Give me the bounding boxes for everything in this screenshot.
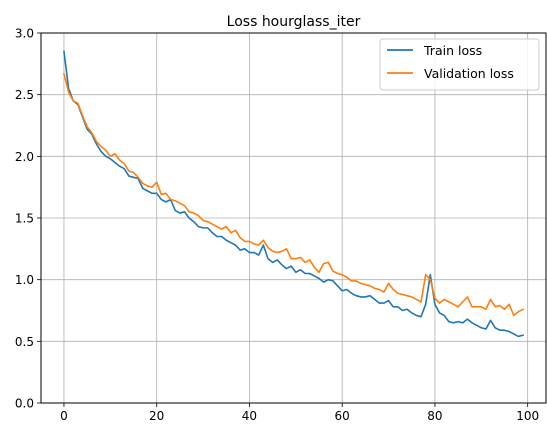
x-tick-label: 80 (427, 409, 442, 423)
y-tick-label: 0.0 (15, 397, 34, 411)
legend-box (379, 38, 540, 91)
x-tick-label: 0 (60, 409, 68, 423)
legend: Train loss Validation loss (379, 38, 540, 91)
y-tick-label: 1.5 (15, 212, 34, 226)
y-tick-label: 2.5 (15, 88, 34, 102)
chart-title: Loss hourglass_iter (227, 14, 361, 30)
plot-lines (62, 50, 525, 338)
x-tick-label: 40 (242, 409, 257, 423)
x-tick-label: 100 (516, 409, 539, 423)
x-axis: 0 20 40 60 80 100 (60, 403, 539, 423)
train-loss-line (63, 50, 525, 338)
y-tick-label: 2.0 (15, 150, 34, 164)
legend-label-validation: Validation loss (424, 66, 514, 81)
y-tick-label: 0.5 (15, 335, 34, 349)
y-tick-label: 1.0 (15, 273, 34, 287)
legend-label-train: Train loss (423, 43, 482, 58)
x-tick-label: 60 (335, 409, 350, 423)
validation-loss-line (62, 72, 525, 317)
y-axis: 0.0 0.5 1.0 1.5 2.0 2.5 3.0 (15, 27, 41, 411)
y-tick-label: 3.0 (15, 27, 34, 41)
x-tick-label: 20 (149, 409, 164, 423)
